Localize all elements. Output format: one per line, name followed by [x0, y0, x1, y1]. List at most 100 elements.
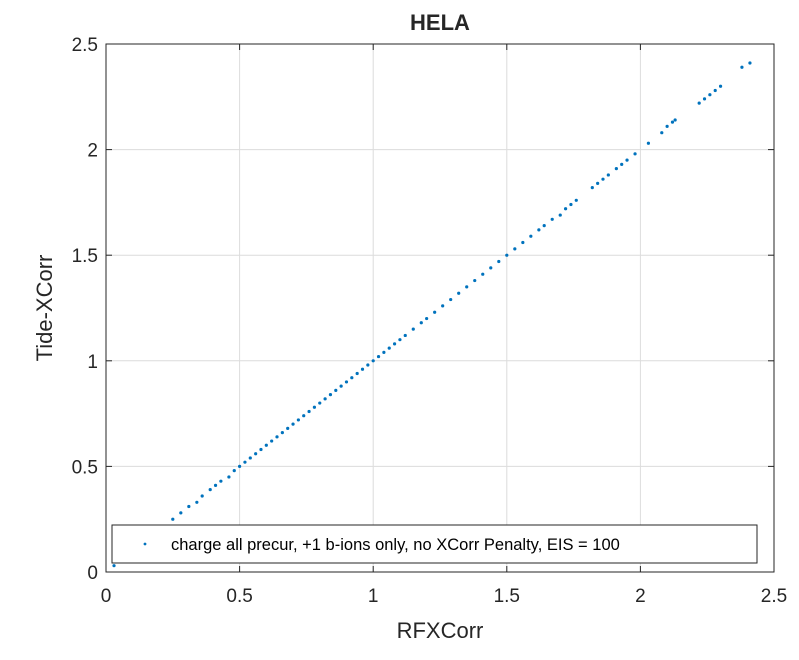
- data-point: [219, 479, 223, 483]
- data-point: [291, 422, 295, 426]
- data-point: [195, 500, 199, 504]
- data-point: [171, 517, 175, 521]
- data-point: [112, 564, 116, 568]
- data-point: [633, 152, 637, 156]
- data-point: [275, 435, 279, 439]
- y-tick-label: 1: [87, 352, 98, 373]
- x-tick-label: 1: [368, 586, 379, 607]
- grid: [105, 43, 775, 573]
- data-point: [625, 158, 629, 162]
- data-point: [465, 285, 469, 289]
- data-point: [323, 397, 327, 401]
- data-point: [620, 162, 624, 166]
- chart-title: HELA: [410, 10, 470, 35]
- data-point: [387, 346, 391, 350]
- data-point: [708, 93, 712, 97]
- data-point: [670, 120, 675, 124]
- data-point: [280, 431, 284, 435]
- data-point: [702, 97, 707, 101]
- data-point: [200, 494, 204, 498]
- legend-marker: [143, 542, 147, 546]
- data-point: [238, 464, 242, 468]
- data-points: [112, 61, 752, 568]
- data-point: [307, 409, 311, 414]
- data-point: [318, 401, 322, 405]
- data-point: [254, 452, 258, 456]
- data-point: [542, 224, 546, 228]
- data-point: [350, 376, 354, 380]
- data-point: [713, 88, 717, 93]
- plot-area: [106, 44, 774, 572]
- x-tick-label: 0.5: [226, 586, 252, 607]
- data-point: [243, 460, 247, 464]
- data-point: [574, 198, 578, 202]
- y-axis-label: Tide-XCorr: [32, 255, 57, 362]
- data-point: [344, 380, 349, 384]
- y-tick-label: 0.5: [72, 457, 98, 478]
- data-point: [179, 511, 183, 515]
- y-tick-label: 2: [87, 141, 98, 162]
- data-point: [248, 456, 252, 460]
- data-point: [563, 207, 568, 211]
- legend-entry-label: charge all precur, +1 b-ions only, no XC…: [171, 536, 620, 554]
- data-point: [665, 124, 669, 128]
- data-point: [328, 392, 333, 397]
- data-point: [360, 367, 365, 371]
- data-point: [497, 259, 501, 264]
- ticks: [105, 43, 775, 573]
- data-point: [382, 350, 386, 354]
- data-point: [403, 333, 407, 338]
- data-point: [208, 488, 212, 492]
- axes-frame: [105, 43, 775, 573]
- data-point: [646, 141, 651, 145]
- data-point: [411, 327, 415, 331]
- data-point: [569, 202, 573, 207]
- data-point: [286, 426, 290, 430]
- data-point: [232, 469, 236, 473]
- data-point: [334, 388, 338, 392]
- x-tick-label: 0: [101, 586, 112, 607]
- data-point: [537, 228, 541, 232]
- data-point: [270, 439, 274, 443]
- data-point: [489, 266, 493, 270]
- data-point: [371, 359, 375, 363]
- data-point: [425, 316, 429, 321]
- data-point: [505, 253, 509, 257]
- y-tick-label: 1.5: [72, 246, 98, 267]
- data-point: [529, 234, 533, 238]
- data-point: [398, 338, 402, 342]
- data-point: [481, 272, 485, 276]
- x-tick-label: 2.5: [761, 586, 787, 607]
- data-point: [558, 213, 562, 217]
- data-point: [187, 504, 191, 509]
- x-axis-label: RFXCorr: [397, 618, 484, 643]
- data-point: [227, 475, 231, 479]
- data-point: [259, 447, 263, 452]
- data-point: [550, 217, 554, 221]
- legend-box: [111, 524, 758, 564]
- data-point: [213, 483, 218, 488]
- data-point: [606, 173, 610, 177]
- legend[interactable]: charge all precur, +1 b-ions only, no XC…: [111, 524, 758, 564]
- data-point: [521, 240, 525, 245]
- x-tick-labels: 0 0.5 1 1.5 2 2.5: [101, 586, 788, 607]
- data-point: [392, 342, 397, 346]
- data-point: [376, 354, 381, 359]
- data-point: [296, 418, 300, 422]
- y-tick-labels: 0 0.5 1 1.5 2 2.5: [72, 35, 98, 584]
- data-point: [473, 278, 477, 283]
- data-point: [433, 310, 437, 314]
- data-point: [697, 101, 701, 105]
- data-point: [339, 384, 343, 388]
- data-point: [366, 363, 370, 367]
- data-point: [441, 304, 445, 308]
- data-point: [355, 371, 359, 376]
- x-tick-label: 2: [635, 586, 646, 607]
- y-tick-label: 0: [87, 563, 98, 584]
- data-point: [673, 118, 677, 122]
- x-tick-label: 1.5: [494, 586, 520, 607]
- data-point: [590, 186, 594, 190]
- data-point: [614, 167, 618, 171]
